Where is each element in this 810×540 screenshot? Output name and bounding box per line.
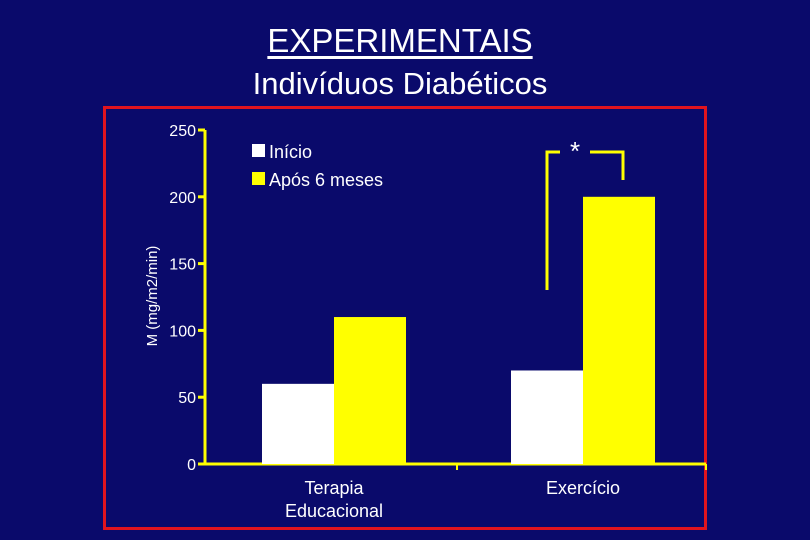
legend-label: Início — [269, 142, 312, 162]
x-category-label: Terapia Educacional — [285, 478, 383, 521]
significance-asterisk: * — [570, 136, 580, 166]
y-tick-label: 100 — [169, 323, 196, 340]
legend-swatch — [252, 144, 265, 157]
y-tick-label: 150 — [169, 257, 196, 274]
slide-title: EXPERIMENTAIS — [267, 22, 533, 59]
y-axis-label: M (mg/m2/min) — [144, 246, 161, 347]
slide-subtitle: Indivíduos Diabéticos — [252, 66, 548, 101]
x-category-label: Exercício — [546, 478, 620, 498]
legend-swatch — [252, 172, 265, 185]
y-tick-label: 50 — [178, 390, 196, 407]
significance-bracket-right — [590, 150, 625, 180]
y-tick-label: 200 — [169, 190, 196, 207]
bar-apos-1 — [583, 196, 655, 465]
bar-apos-0 — [334, 317, 406, 464]
chart-frame — [103, 106, 707, 530]
bar-inicio-0 — [262, 383, 334, 464]
y-tick-label: 0 — [187, 457, 196, 474]
significance-bracket-left — [545, 150, 560, 290]
y-tick-label: 250 — [169, 123, 196, 140]
bar-inicio-1 — [511, 370, 583, 464]
legend-label: Após 6 meses — [269, 170, 383, 190]
